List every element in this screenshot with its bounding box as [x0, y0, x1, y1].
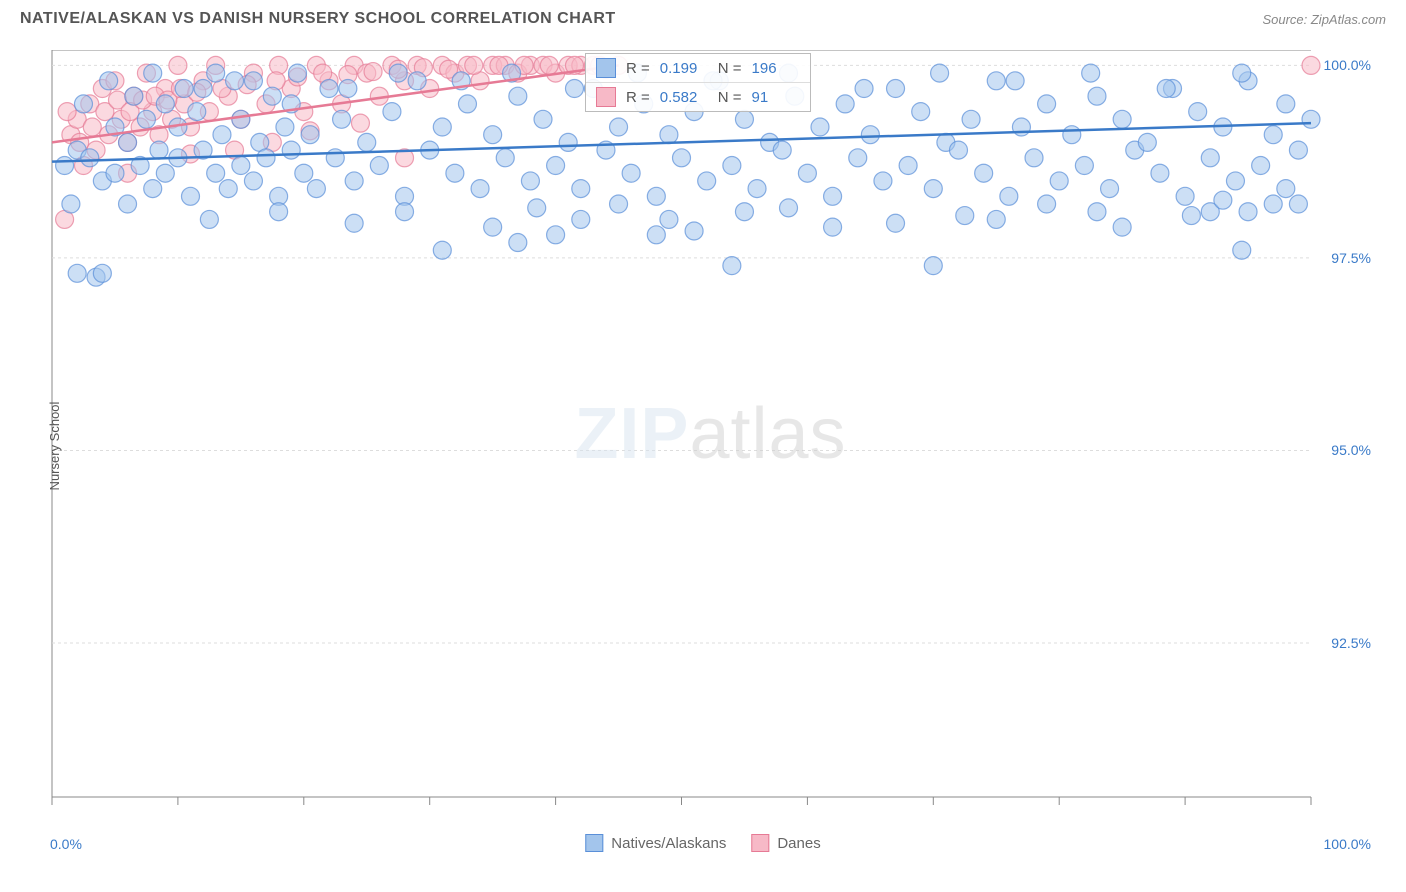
legend-item-b: Danes: [751, 834, 820, 852]
y-tick-label: 100.0%: [1324, 57, 1371, 73]
chart-header: NATIVE/ALASKAN VS DANISH NURSERY SCHOOL …: [0, 0, 1406, 33]
chart-title: NATIVE/ALASKAN VS DANISH NURSERY SCHOOL …: [20, 10, 616, 28]
y-tick-label: 95.0%: [1331, 442, 1371, 458]
legend-swatch-a: [585, 834, 603, 852]
legend-swatch-b: [751, 834, 769, 852]
chart-legend: Natives/Alaskans Danes: [585, 834, 820, 852]
legend-label-a: Natives/Alaskans: [611, 835, 726, 852]
y-tick-label: 92.5%: [1331, 635, 1371, 651]
chart-container: ZIPatlas R = 0.199 N = 196 R = 0.582 N =…: [50, 50, 1371, 817]
y-axis-label: Nursery School: [47, 402, 62, 491]
scatter-chart: [50, 50, 1371, 817]
stats-row-a: R = 0.199 N = 196: [586, 54, 810, 83]
stats-row-b: R = 0.582 N = 91: [586, 83, 810, 111]
stats-swatch-a: [596, 58, 616, 78]
x-min-label: 0.0%: [50, 836, 82, 852]
n-value-b: 91: [752, 89, 800, 106]
chart-source: Source: ZipAtlas.com: [1262, 12, 1386, 27]
legend-label-b: Danes: [777, 835, 820, 852]
x-max-label: 100.0%: [1324, 836, 1371, 852]
n-value-a: 196: [752, 60, 800, 77]
n-label-b: N =: [718, 89, 742, 106]
n-label-a: N =: [718, 60, 742, 77]
r-label-b: R =: [626, 89, 650, 106]
r-value-b: 0.582: [660, 89, 708, 106]
legend-item-a: Natives/Alaskans: [585, 834, 726, 852]
correlation-stats-box: R = 0.199 N = 196 R = 0.582 N = 91: [585, 53, 811, 112]
y-tick-label: 97.5%: [1331, 250, 1371, 266]
r-value-a: 0.199: [660, 60, 708, 77]
r-label-a: R =: [626, 60, 650, 77]
stats-swatch-b: [596, 87, 616, 107]
